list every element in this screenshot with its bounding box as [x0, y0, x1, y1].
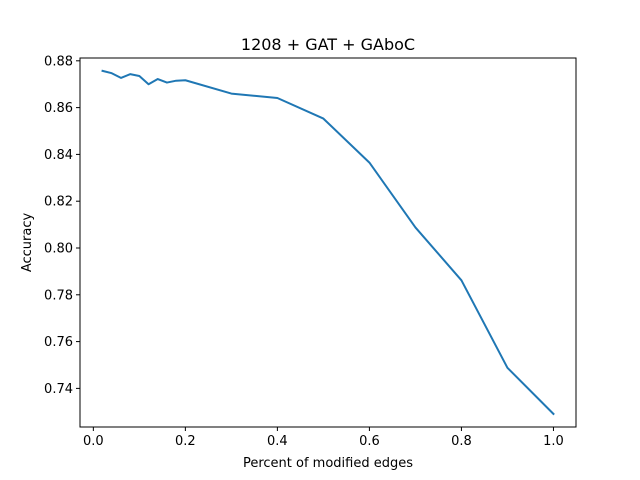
series-layer: [101, 69, 555, 416]
x-tick-label: 0.8: [451, 434, 472, 449]
y-tick-label: 0.84: [44, 148, 73, 163]
plot-frame: [79, 57, 577, 428]
x-axis-title: Percent of modified edges: [243, 456, 413, 471]
x-axis-ticks: 0.0 0.2 0.4 0.6 0.8 1.0: [83, 427, 564, 449]
x-tick-label: 0.2: [175, 434, 196, 449]
y-tick-label: 0.88: [44, 54, 73, 69]
y-tick-label: 0.78: [44, 288, 73, 303]
y-tick-label: 0.82: [44, 195, 73, 210]
x-tick-label: 1.0: [543, 434, 564, 449]
y-axis-title: Accuracy: [20, 213, 35, 273]
plot-area: [80, 58, 576, 427]
chart-title: 1208 + GAT + GAboC: [241, 35, 415, 54]
y-tick-label: 0.74: [44, 382, 73, 397]
x-tick-label: 0.0: [83, 434, 104, 449]
y-tick-label: 0.80: [44, 241, 73, 256]
x-tick-label: 0.6: [359, 434, 380, 449]
y-axis-ticks: 0.74 0.76 0.78 0.80 0.82 0.84 0.86 0.88: [44, 54, 80, 397]
x-tick-label: 0.4: [267, 434, 288, 449]
y-tick-label: 0.76: [44, 335, 73, 350]
y-tick-label: 0.86: [44, 101, 73, 116]
series-line: [101, 69, 555, 416]
